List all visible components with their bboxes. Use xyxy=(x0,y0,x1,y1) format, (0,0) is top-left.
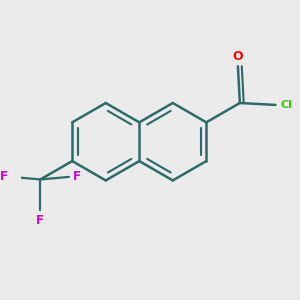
Text: Cl: Cl xyxy=(280,100,292,110)
Text: F: F xyxy=(73,170,81,183)
Text: O: O xyxy=(232,50,243,63)
Text: F: F xyxy=(0,170,8,183)
Text: F: F xyxy=(36,214,44,227)
